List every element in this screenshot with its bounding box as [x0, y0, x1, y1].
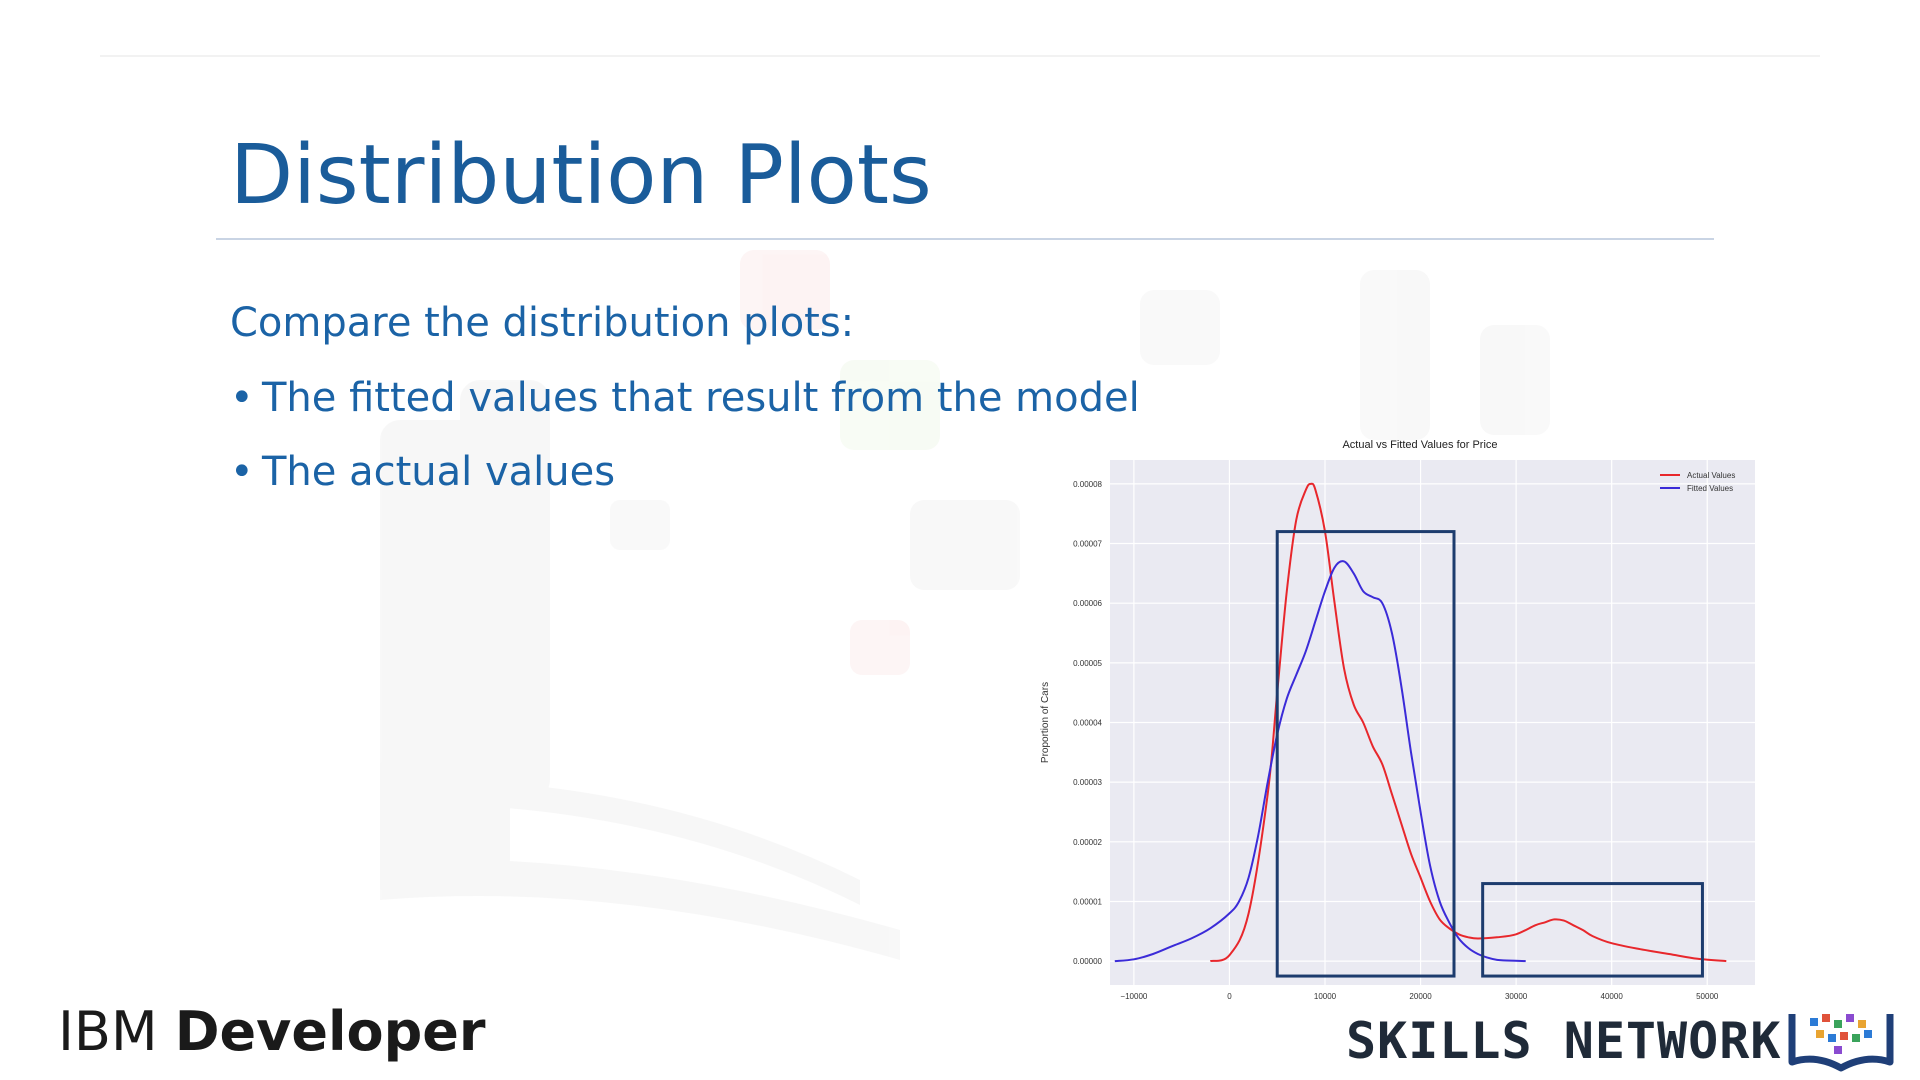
x-tick-label: 0	[1227, 992, 1232, 1000]
bullet-list: • The fitted values that result from the …	[230, 378, 1140, 526]
bullet-item: • The actual values	[230, 452, 1140, 526]
highlight-boxes	[1275, 530, 1704, 978]
chart-title: Actual vs Fitted Values for Price	[1342, 439, 1497, 451]
x-tick-label: 50000	[1696, 992, 1719, 1000]
x-tick-label: 40000	[1601, 992, 1624, 1000]
x-axis: −10000 0 10000 20000 30000 40000 50000	[1120, 992, 1718, 1000]
series-line-fitted	[1114, 560, 1526, 963]
developer-logo-text: Developer	[174, 1000, 486, 1063]
bullet-dot-icon: •	[230, 449, 254, 495]
y-tick-label: 0.00004	[1073, 719, 1102, 728]
highlight-box	[1481, 882, 1704, 978]
intro-text: Compare the distribution plots:	[230, 300, 855, 346]
y-tick-label: 0.00000	[1073, 957, 1102, 966]
chart-series	[1114, 482, 1727, 963]
title-underline	[216, 238, 1714, 240]
top-divider	[100, 55, 1820, 57]
x-tick-label: −10000	[1120, 992, 1147, 1000]
y-tick-label: 0.00006	[1073, 599, 1102, 608]
y-tick-label: 0.00003	[1073, 778, 1102, 787]
series-line-actual	[1210, 482, 1727, 963]
skills-network-logo-text: SKILLS NETWORK	[1346, 1012, 1782, 1070]
bullet-text: The fitted values that result from the m…	[262, 375, 1140, 421]
x-tick-label: 10000	[1314, 992, 1337, 1000]
legend-label: Fitted Values	[1687, 484, 1733, 493]
highlight-box	[1275, 530, 1456, 978]
x-tick-label: 30000	[1505, 992, 1528, 1000]
y-tick-label: 0.00001	[1073, 897, 1102, 906]
slide-title: Distribution Plots	[230, 128, 932, 223]
y-tick-label: 0.00005	[1073, 659, 1102, 668]
chart-legend: Actual Values Fitted Values	[1660, 471, 1735, 493]
x-tick-label: 20000	[1409, 992, 1432, 1000]
distribution-chart: Actual vs Fitted Values for Price 0.0000…	[1040, 439, 1755, 1000]
bullet-item: • The fitted values that result from the …	[230, 378, 1140, 452]
y-axis-label: Proportion of Cars	[1040, 682, 1051, 763]
y-tick-label: 0.00007	[1073, 540, 1102, 549]
bullet-dot-icon: •	[230, 375, 254, 421]
bullet-text: The actual values	[262, 449, 616, 495]
y-tick-label: 0.00008	[1073, 480, 1102, 489]
ibm-logo-text: IBM	[58, 1000, 158, 1063]
y-axis: 0.00000 0.00001 0.00002 0.00003 0.00004 0.000…	[1073, 480, 1102, 966]
y-tick-label: 0.00002	[1073, 838, 1102, 847]
ibm-developer-logo: IBM Developer	[58, 1005, 486, 1059]
legend-label: Actual Values	[1687, 471, 1735, 480]
skills-network-book-icon	[1788, 1014, 1894, 1072]
